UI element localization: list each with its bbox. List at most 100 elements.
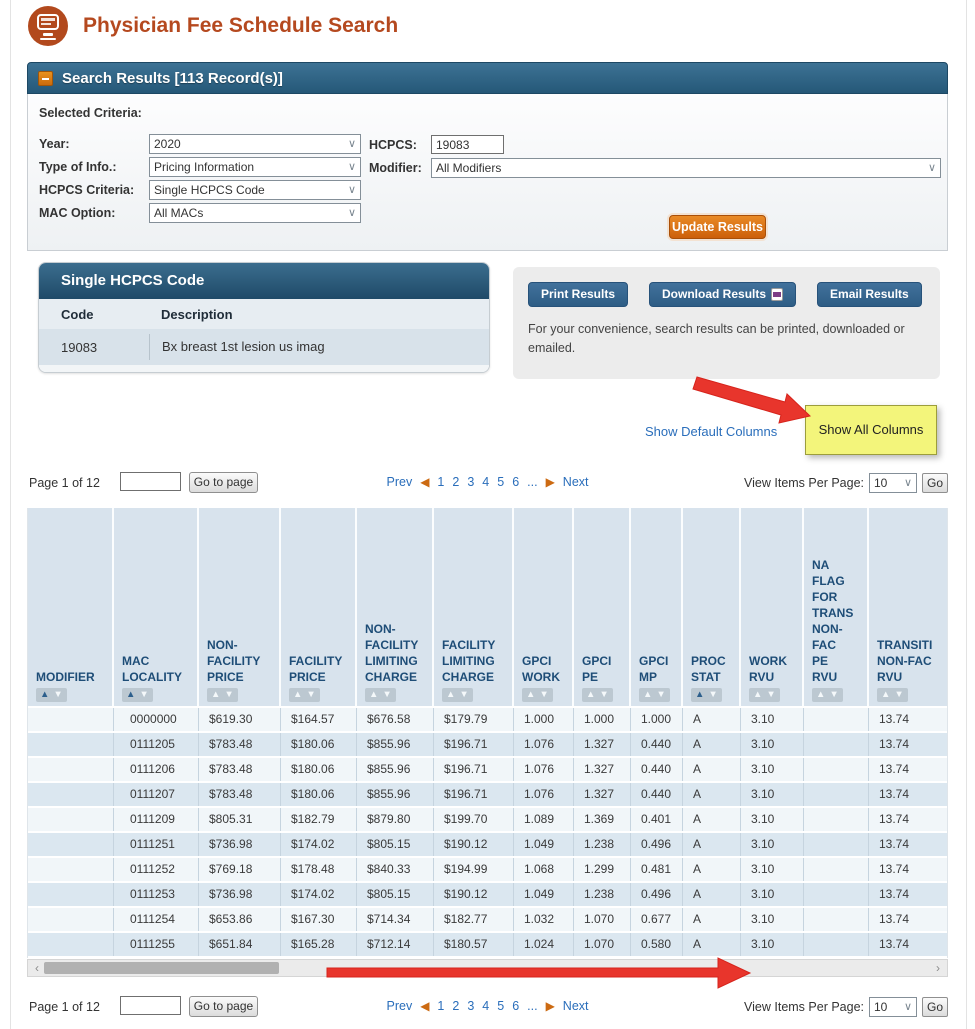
sort-asc-icon[interactable]: ▲ <box>816 689 826 700</box>
show-default-columns-link[interactable]: Show Default Columns <box>645 424 778 439</box>
sort-desc-icon[interactable]: ▼ <box>53 689 63 700</box>
hcpcs-input[interactable] <box>431 135 504 154</box>
per-page-go-button[interactable]: Go <box>922 473 948 493</box>
column-header-7[interactable]: GPCI PE ▲ ▼ <box>574 508 631 706</box>
sort-arrows[interactable]: ▲ ▼ <box>365 688 396 702</box>
sort-arrows[interactable]: ▲ ▼ <box>877 688 908 702</box>
column-header-12[interactable]: TRANSITI NON-FAC RVU ▲ ▼ <box>869 508 947 706</box>
sort-asc-icon[interactable]: ▲ <box>126 689 136 700</box>
page-number-link[interactable]: 3 <box>467 999 475 1013</box>
sort-arrows[interactable]: ▲ ▼ <box>639 688 670 702</box>
page-number-link[interactable]: 5 <box>497 999 505 1013</box>
page-number-link[interactable]: 2 <box>452 475 460 489</box>
sort-asc-icon[interactable]: ▲ <box>753 689 763 700</box>
download-results-button[interactable]: Download Results <box>649 282 797 307</box>
column-header-8[interactable]: GPCI MP ▲ ▼ <box>631 508 683 706</box>
type-of-info-label: Type of Info.: <box>39 160 117 174</box>
table-cell: $769.18 <box>199 858 281 881</box>
modifier-select[interactable]: All Modifiers <box>431 158 941 178</box>
horizontal-scrollbar[interactable]: ‹ › <box>27 959 948 977</box>
column-header-2[interactable]: NON- FACILITY PRICE ▲ ▼ <box>199 508 281 706</box>
year-select[interactable]: 2020 <box>149 134 361 154</box>
hcpcs-criteria-select[interactable]: Single HCPCS Code <box>149 180 361 200</box>
sort-desc-icon[interactable]: ▼ <box>766 689 776 700</box>
next-link[interactable]: Next <box>562 999 589 1013</box>
update-results-button[interactable]: Update Results <box>669 215 766 239</box>
sort-arrows[interactable]: ▲ ▼ <box>36 688 67 702</box>
page-number-link[interactable]: 4 <box>482 999 490 1013</box>
type-of-info-select[interactable]: Pricing Information <box>149 157 361 177</box>
sort-arrows[interactable]: ▲ ▼ <box>812 688 843 702</box>
sort-desc-icon[interactable]: ▼ <box>459 689 469 700</box>
next-link[interactable]: Next <box>562 475 589 489</box>
sort-asc-icon[interactable]: ▲ <box>643 689 653 700</box>
column-header-1[interactable]: MAC LOCALITY ▲ ▼ <box>114 508 199 706</box>
column-header-9[interactable]: PROC STAT ▲ ▼ <box>683 508 741 706</box>
sort-arrows[interactable]: ▲ ▼ <box>122 688 153 702</box>
prev-link[interactable]: Prev <box>386 999 413 1013</box>
sort-arrows[interactable]: ▲ ▼ <box>442 688 473 702</box>
goto-page-input[interactable] <box>120 996 181 1015</box>
sort-desc-icon[interactable]: ▼ <box>656 689 666 700</box>
per-page-go-button[interactable]: Go <box>922 997 948 1017</box>
sort-arrows[interactable]: ▲ ▼ <box>582 688 613 702</box>
column-header-11[interactable]: NA FLAG FOR TRANS NON- FAC PE RVU ▲ ▼ <box>804 508 869 706</box>
sort-desc-icon[interactable]: ▼ <box>224 689 234 700</box>
sort-asc-icon[interactable]: ▲ <box>211 689 221 700</box>
sort-arrows[interactable]: ▲ ▼ <box>522 688 553 702</box>
next-triangle-icon[interactable]: ▶ <box>545 999 555 1013</box>
sort-desc-icon[interactable]: ▼ <box>599 689 609 700</box>
sort-desc-icon[interactable]: ▼ <box>894 689 904 700</box>
sort-desc-icon[interactable]: ▼ <box>539 689 549 700</box>
sort-arrows[interactable]: ▲ ▼ <box>749 688 780 702</box>
collapse-section-icon[interactable] <box>38 70 53 86</box>
sort-asc-icon[interactable]: ▲ <box>446 689 456 700</box>
page-number-link[interactable]: 1 <box>437 999 445 1013</box>
email-results-button[interactable]: Email Results <box>817 282 922 307</box>
column-header-10[interactable]: WORK RVU ▲ ▼ <box>741 508 804 706</box>
sort-arrows[interactable]: ▲ ▼ <box>289 688 320 702</box>
page-number-link[interactable]: 3 <box>467 475 475 489</box>
next-triangle-icon[interactable]: ▶ <box>545 475 555 489</box>
page-number-link[interactable]: 6 <box>512 999 520 1013</box>
sort-desc-icon[interactable]: ▼ <box>829 689 839 700</box>
mac-option-select[interactable]: All MACs <box>149 203 361 223</box>
goto-page-input[interactable] <box>120 472 181 491</box>
sort-desc-icon[interactable]: ▼ <box>139 689 149 700</box>
sort-asc-icon[interactable]: ▲ <box>40 689 50 700</box>
results-table-body: 0000000 $619.30 $164.57 $676.58 $179.79 1.000… <box>28 708 947 958</box>
prev-triangle-icon[interactable]: ◀ <box>420 475 430 489</box>
page-number-link[interactable]: 5 <box>497 475 505 489</box>
column-header-6[interactable]: GPCI WORK ▲ ▼ <box>514 508 574 706</box>
goto-page-button[interactable]: Go to page <box>189 996 258 1017</box>
sort-arrows[interactable]: ▲ ▼ <box>691 688 722 702</box>
sort-arrows[interactable]: ▲ ▼ <box>207 688 238 702</box>
scroll-left-icon[interactable]: ‹ <box>35 961 39 975</box>
sort-asc-icon[interactable]: ▲ <box>695 689 705 700</box>
column-header-3[interactable]: FACILITY PRICE ▲ ▼ <box>281 508 357 706</box>
print-results-button[interactable]: Print Results <box>528 282 629 307</box>
sort-asc-icon[interactable]: ▲ <box>881 689 891 700</box>
sort-desc-icon[interactable]: ▼ <box>306 689 316 700</box>
column-header-0[interactable]: MODIFIER ▲ ▼ <box>28 508 114 706</box>
column-header-5[interactable]: FACILITY LIMITING CHARGE ▲ ▼ <box>434 508 514 706</box>
page-number-link[interactable]: 1 <box>437 475 445 489</box>
scroll-right-icon[interactable]: › <box>936 961 940 975</box>
sort-asc-icon[interactable]: ▲ <box>526 689 536 700</box>
per-page-select[interactable]: 10 <box>869 997 917 1017</box>
goto-page-button[interactable]: Go to page <box>189 472 258 493</box>
sort-asc-icon[interactable]: ▲ <box>293 689 303 700</box>
column-header-4[interactable]: NON- FACILITY LIMITING CHARGE ▲ ▼ <box>357 508 434 706</box>
sort-asc-icon[interactable]: ▲ <box>586 689 596 700</box>
sort-asc-icon[interactable]: ▲ <box>369 689 379 700</box>
sort-desc-icon[interactable]: ▼ <box>708 689 718 700</box>
per-page-select[interactable]: 10 <box>869 473 917 493</box>
sort-desc-icon[interactable]: ▼ <box>382 689 392 700</box>
scrollbar-thumb[interactable] <box>44 962 279 974</box>
page-number-link[interactable]: 6 <box>512 475 520 489</box>
prev-link[interactable]: Prev <box>386 475 413 489</box>
prev-triangle-icon[interactable]: ◀ <box>420 999 430 1013</box>
page-number-link[interactable]: 4 <box>482 475 490 489</box>
page-number-link[interactable]: 2 <box>452 999 460 1013</box>
show-all-columns-button[interactable]: Show All Columns <box>805 405 937 455</box>
